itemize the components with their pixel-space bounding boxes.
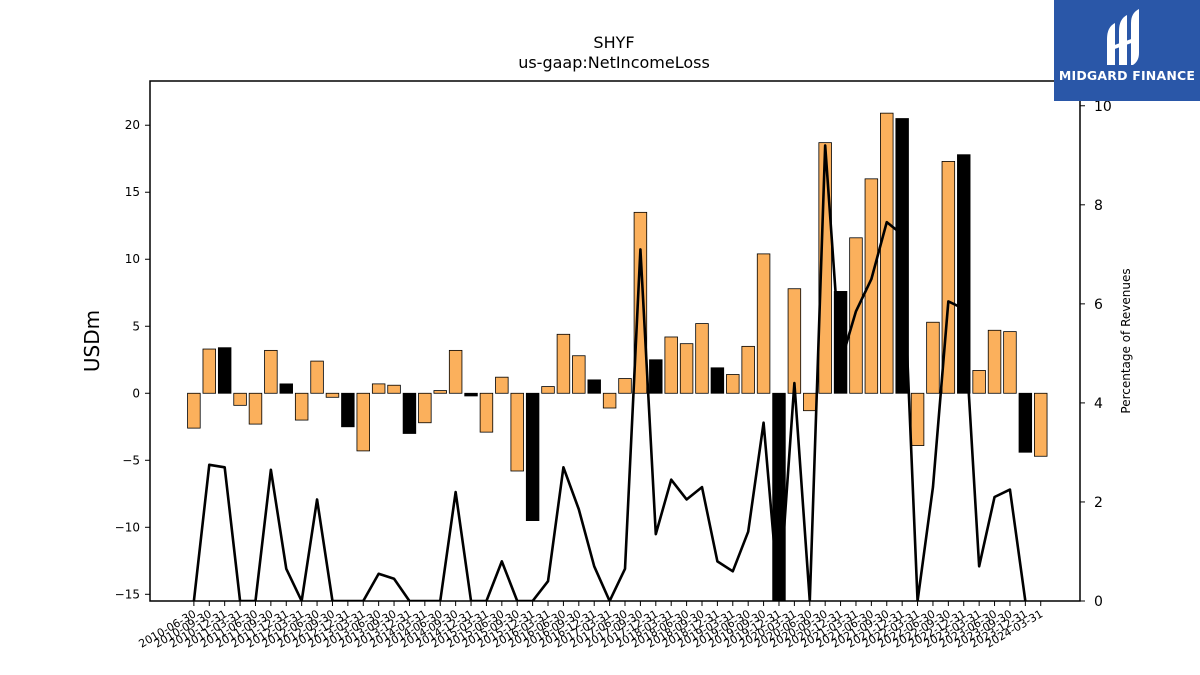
- y-tick-label: 10: [125, 252, 140, 266]
- quarter-bar: [495, 376, 509, 394]
- plot-frame: [149, 80, 1081, 602]
- quarter-bar: [556, 333, 571, 394]
- quarter-bar: [433, 390, 447, 394]
- annual-bar: [402, 392, 417, 434]
- y-tick-label: 20: [125, 118, 140, 132]
- y2-tick-label: 0: [1094, 594, 1103, 610]
- quarter-bar: [633, 211, 648, 394]
- chart-subtitle: us-gaap:NetIncomeLoss: [518, 53, 710, 72]
- y2-tick-label: 10: [1094, 99, 1112, 115]
- quarter-bar: [756, 253, 771, 394]
- midgard-finance-logo: MIDGARD FINANCE: [1054, 0, 1200, 101]
- annual-bar: [217, 347, 232, 394]
- quarter-bar: [726, 374, 740, 394]
- quarter-bar: [541, 386, 555, 394]
- annual-bar: [957, 154, 971, 394]
- quarter-bar: [864, 178, 879, 394]
- y-tick-label: −10: [115, 520, 140, 534]
- quarter-bar: [972, 370, 986, 394]
- annual-bar: [464, 392, 478, 397]
- y2-axis-label: Percentage of Revenues: [1119, 268, 1133, 413]
- y2-tick-label: 6: [1094, 297, 1103, 313]
- quarter-bar: [233, 392, 247, 406]
- quarter-bar: [510, 392, 524, 472]
- annual-bar: [649, 359, 663, 394]
- annual-bar: [279, 383, 293, 394]
- y-tick-label: 5: [132, 319, 140, 333]
- quarter-bar: [310, 360, 324, 394]
- quarter-bar: [572, 355, 586, 394]
- y-tick-label: −5: [122, 453, 140, 467]
- annual-bar: [1018, 392, 1033, 453]
- annual-bar: [587, 379, 601, 394]
- logo-text: MIDGARD FINANCE: [1058, 68, 1196, 83]
- pct-revenue-line: [192, 144, 1027, 601]
- axes-layer: −15−10−50510152002468102010-06-302010-09…: [115, 80, 1112, 651]
- quarter-bar: [910, 392, 925, 446]
- line-layer: [192, 144, 1027, 601]
- quarter-bar: [387, 384, 401, 394]
- logo-mark-icon: [1107, 9, 1139, 65]
- annual-bar: [341, 392, 355, 428]
- quarter-bar: [448, 349, 463, 394]
- quarter-bar: [371, 383, 386, 394]
- quarter-bar: [1003, 331, 1017, 394]
- y2-tick-label: 2: [1094, 495, 1103, 511]
- quarter-bar: [187, 392, 201, 429]
- quarter-bar: [602, 392, 617, 409]
- quarter-bar: [479, 392, 494, 433]
- y2-tick-label: 4: [1094, 396, 1103, 412]
- annual-bar: [710, 367, 725, 394]
- quarter-bar: [679, 343, 694, 394]
- bars-layer: [187, 112, 1048, 602]
- y-tick-label: 0: [132, 386, 140, 400]
- quarter-bar: [1034, 392, 1048, 457]
- quarter-bar: [664, 336, 678, 394]
- quarter-bar: [356, 392, 370, 452]
- quarter-bar: [787, 288, 802, 394]
- quarter-bar: [741, 345, 755, 394]
- quarter-bar: [695, 323, 709, 394]
- quarter-bar: [325, 392, 340, 398]
- y-axis-label: USDm: [80, 310, 104, 372]
- y-tick-label: −15: [115, 587, 140, 601]
- annual-bar: [525, 392, 540, 521]
- quarter-bar: [987, 329, 1002, 394]
- quarter-bar: [926, 321, 940, 394]
- quarter-bar: [264, 349, 278, 394]
- quarter-bar: [248, 392, 263, 425]
- quarter-bar: [880, 112, 894, 394]
- quarter-bar: [803, 392, 817, 412]
- quarter-bar: [418, 392, 432, 424]
- y2-tick-label: 8: [1094, 198, 1103, 214]
- quarter-bar: [202, 348, 217, 394]
- quarter-bar: [618, 378, 632, 394]
- chart-title: SHYF: [593, 33, 634, 52]
- y-tick-label: 15: [125, 185, 140, 199]
- annual-bar: [772, 392, 786, 602]
- quarter-bar: [294, 392, 309, 421]
